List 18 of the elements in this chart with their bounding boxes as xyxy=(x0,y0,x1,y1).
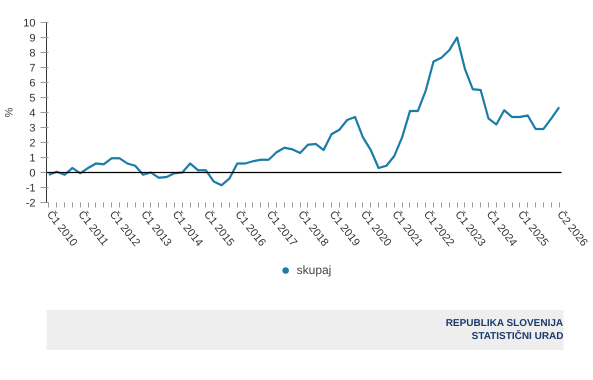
y-tick-label: 1 xyxy=(29,152,36,164)
text: STATISTIČNI URAD xyxy=(472,330,564,342)
y-tick-label: 3 xyxy=(29,122,36,134)
y-tick-label: 8 xyxy=(29,48,36,60)
y-tick-label: -1 xyxy=(26,182,36,194)
y-tick-label: 7 xyxy=(29,62,36,74)
y-tick-label: 2 xyxy=(29,138,36,150)
y-axis-title: % xyxy=(3,107,16,118)
y-tick-label: 0 xyxy=(29,168,36,180)
y-tick-label: 4 xyxy=(29,108,36,120)
legend-label: skupaj xyxy=(296,263,332,277)
text: REPUBLIKA SLOVENIJA xyxy=(446,318,564,329)
y-tick-label: 5 xyxy=(29,92,36,104)
line-series xyxy=(48,36,560,186)
y-tick-label: 9 xyxy=(29,32,36,44)
y-tick-label: 6 xyxy=(29,78,36,90)
y-tick-label: 10 xyxy=(23,18,36,30)
y-tick-label: -2 xyxy=(26,198,36,210)
